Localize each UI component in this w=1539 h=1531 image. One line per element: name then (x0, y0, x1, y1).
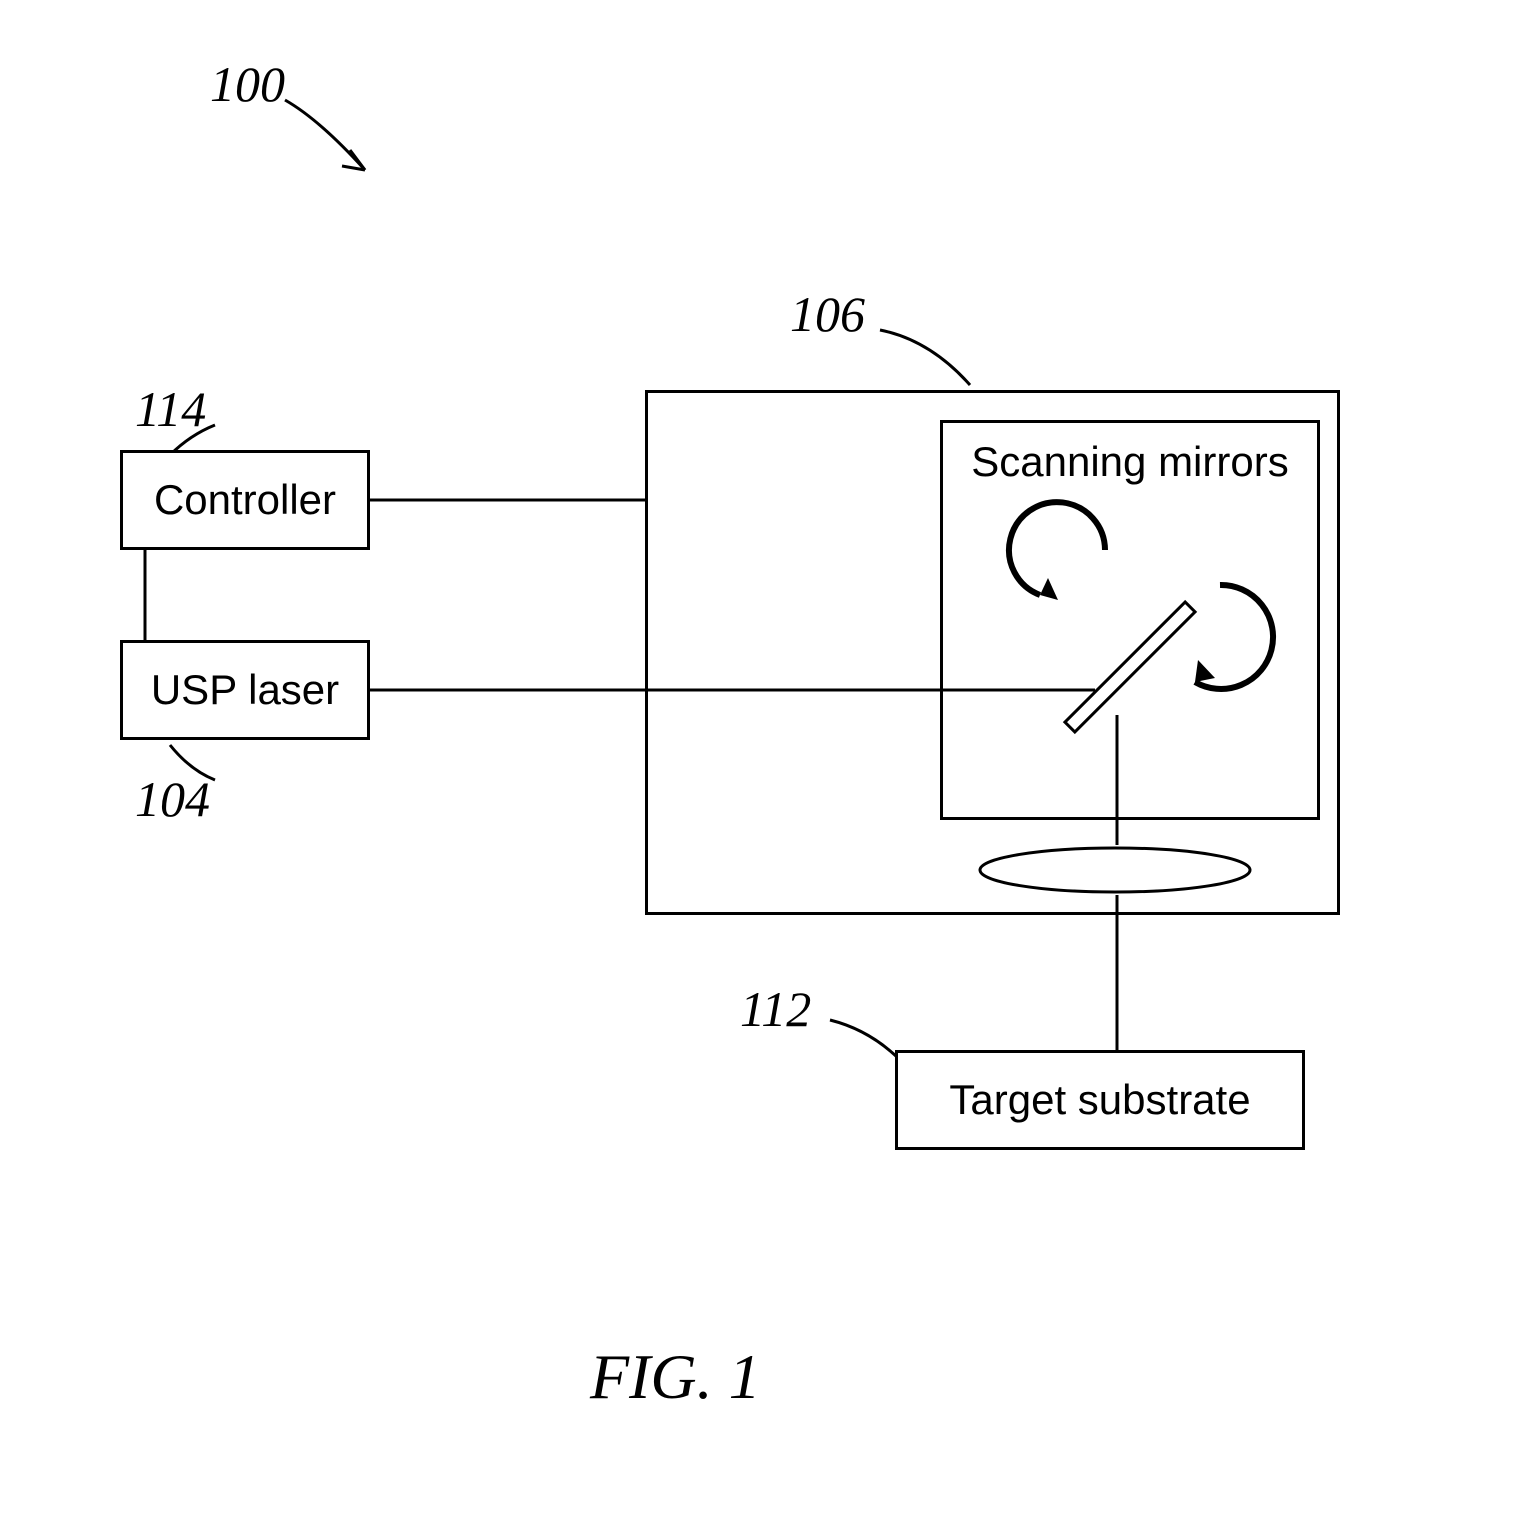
ref-104-leader (160, 740, 230, 785)
lens-ellipse (975, 845, 1255, 895)
usp-laser-box: USP laser (120, 640, 370, 740)
ref-100-arrow (270, 90, 410, 200)
ref-label-106: 106 (790, 285, 865, 343)
ref-label-112: 112 (740, 980, 811, 1038)
ref-106-leader (870, 320, 990, 395)
figure-title: FIG. 1 (590, 1340, 761, 1414)
controller-label: Controller (154, 476, 336, 524)
usp-laser-label: USP laser (151, 666, 339, 714)
scanning-mirrors-graphic (940, 420, 1320, 820)
controller-box: Controller (120, 450, 370, 550)
target-substrate-label: Target substrate (949, 1076, 1250, 1124)
target-substrate-box: Target substrate (895, 1050, 1305, 1150)
